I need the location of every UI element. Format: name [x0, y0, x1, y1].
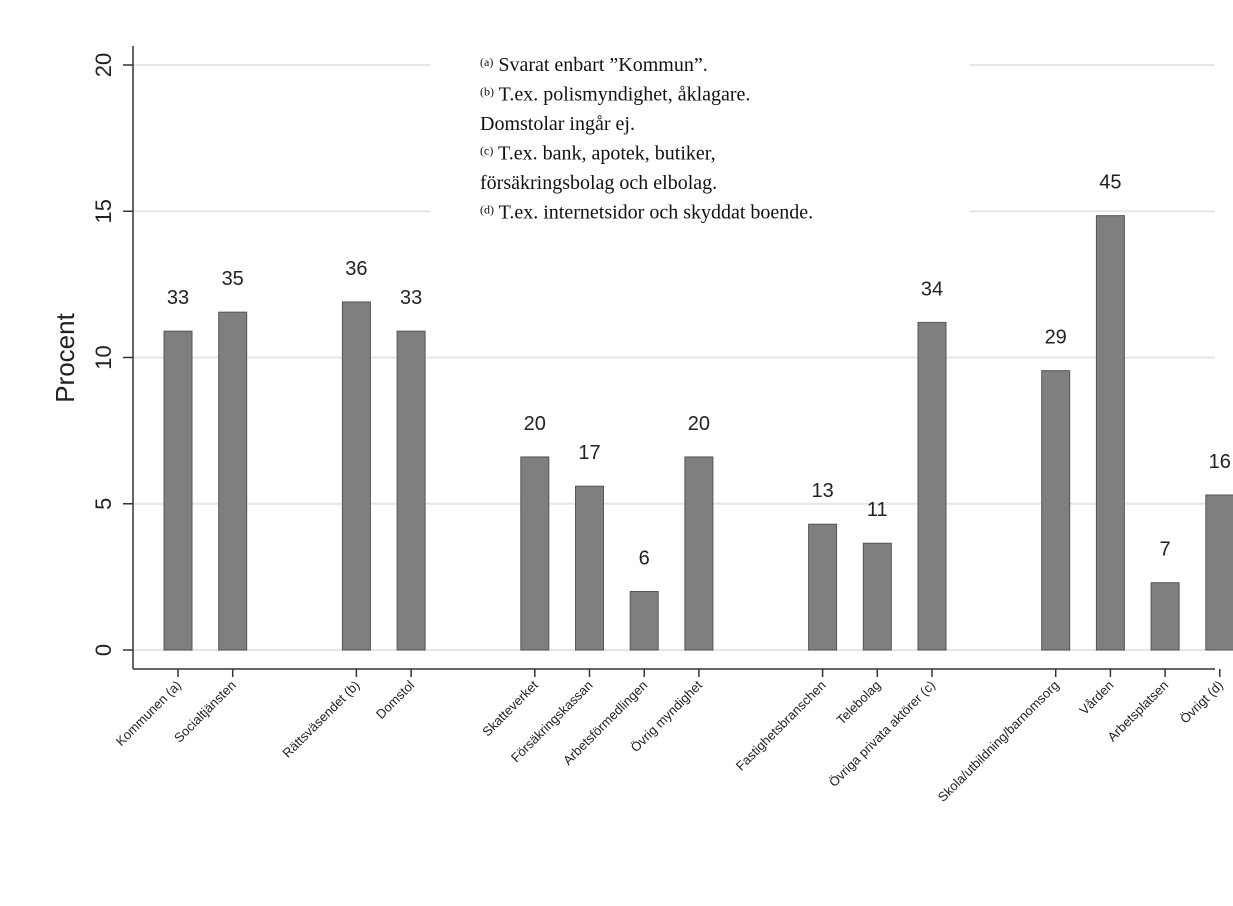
bar: [684, 456, 714, 651]
note-text: T.ex. polismyndighet, åklagare.: [494, 84, 750, 106]
x-category-label: Telebolag: [833, 678, 883, 728]
x-category-label: Rättsväsendet (b): [279, 678, 362, 761]
bar: [1095, 215, 1125, 651]
y-tick-label: 15: [91, 199, 116, 223]
note-text: T.ex. bank, apotek, butiker,: [493, 143, 715, 165]
bar: [808, 523, 838, 651]
bar-value-label: 11: [867, 499, 888, 521]
bar: [1041, 370, 1071, 651]
y-tick-label: 5: [91, 498, 116, 510]
bar-value-label: 29: [1045, 327, 1067, 349]
note-marker: (b): [480, 85, 494, 99]
bar: [1205, 494, 1233, 651]
bar-value-label: 36: [345, 258, 367, 280]
y-tick-label: 20: [91, 53, 116, 77]
bar-value-label: 7: [1160, 539, 1171, 561]
bar-value-label: 45: [1099, 172, 1121, 194]
note-line: (c) T.ex. bank, apotek, butiker,: [480, 143, 716, 165]
bar: [163, 330, 193, 651]
note-marker: (c): [480, 144, 493, 158]
note-line: (a) Svarat enbart ”Kommun”.: [480, 54, 708, 76]
bar: [396, 330, 426, 651]
bar-value-label: 35: [222, 268, 244, 290]
bar: [862, 542, 892, 651]
notes: (a) Svarat enbart ”Kommun”. (b) T.ex. pol…: [480, 54, 813, 224]
bar-value-label: 13: [811, 480, 833, 502]
bar: [917, 321, 947, 651]
bar-value-label: 33: [400, 287, 422, 309]
x-category-label: Övriga privata aktörer (c): [826, 678, 938, 790]
x-category-label: Domstol: [373, 677, 417, 721]
x-category-label: Skola/utbildning/barnomsorg: [935, 678, 1062, 805]
y-ticks: 0 5 10 15 20: [91, 53, 133, 656]
x-category-label: Övrigt (d): [1177, 678, 1226, 727]
note-line: Domstolar ingår ej.: [480, 113, 635, 135]
bar-value-label: 6: [639, 548, 650, 570]
bar: [341, 301, 371, 651]
note-line: (d) T.ex. internetsidor och skyddat boen…: [480, 202, 813, 224]
bar: [1150, 582, 1180, 651]
bar-value-label: 34: [921, 278, 943, 300]
y-tick-label: 0: [91, 644, 116, 656]
bars: 33 35 36 33 20 17 6 20 13 11 34 29 45 7 16: [163, 172, 1233, 651]
bar-value-label: 20: [524, 413, 546, 435]
x-category-label: Vården: [1076, 678, 1116, 718]
bar: [575, 485, 604, 651]
x-category-label: Fastighetsbranschen: [733, 678, 829, 774]
bar: [520, 456, 550, 651]
note-line: (b) T.ex. polismyndighet, åklagare.: [480, 84, 750, 106]
note-marker: (a): [480, 55, 493, 69]
notes-background: [430, 48, 970, 240]
note-line: försäkringsbolag och elbolag.: [480, 172, 717, 194]
y-tick-label: 10: [91, 345, 116, 369]
note-marker: (d): [480, 203, 494, 217]
bar-value-label: 20: [688, 413, 710, 435]
y-axis-title: Procent: [50, 312, 80, 402]
bar-value-label: 16: [1209, 451, 1231, 473]
bar-value-label: 33: [167, 287, 189, 309]
note-text: T.ex. internetsidor och skyddat boende.: [494, 202, 813, 224]
note-text: Svarat enbart ”Kommun”.: [493, 54, 707, 76]
x-ticks: Kommunen (a)Socialtjänsten Rättsväsendet …: [113, 669, 1226, 805]
bar: [629, 591, 659, 651]
bar-value-label: 17: [578, 442, 600, 464]
bar: [218, 311, 248, 651]
